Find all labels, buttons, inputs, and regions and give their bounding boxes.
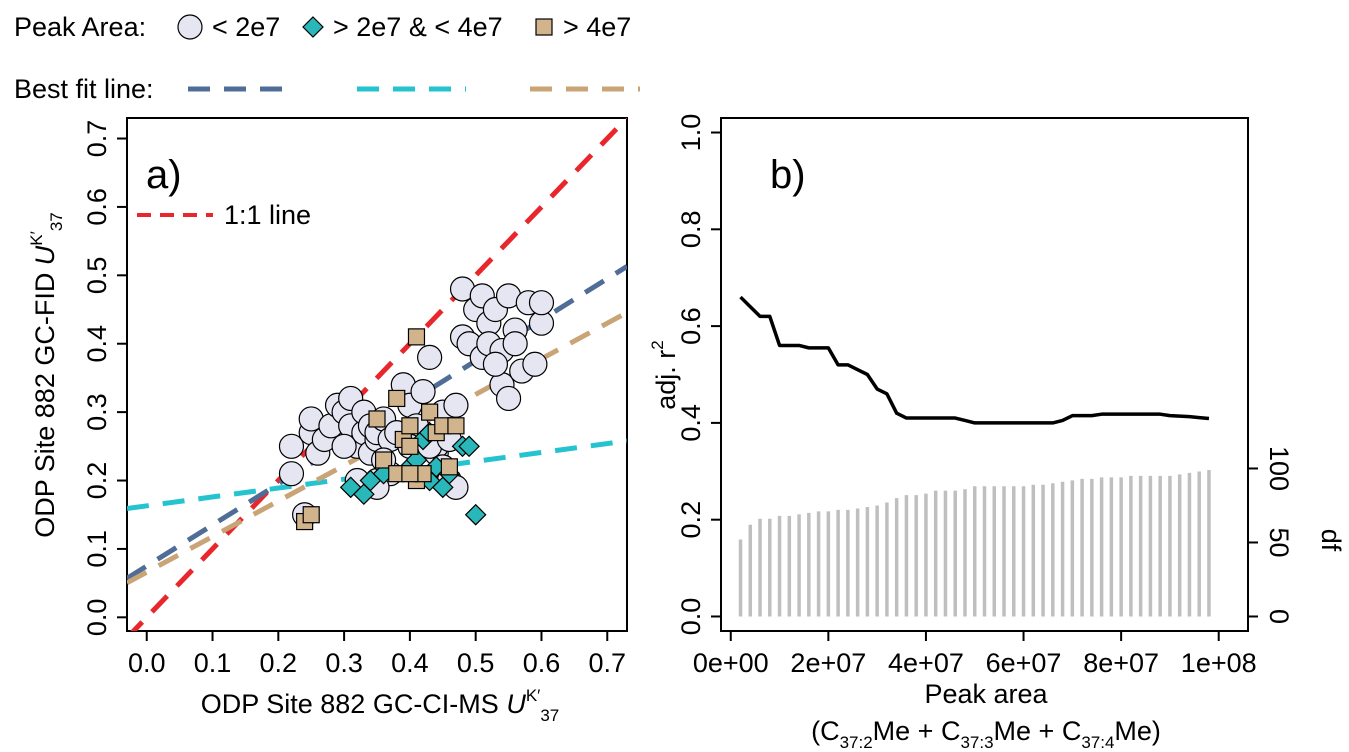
y-tick-label: 0.6	[82, 188, 112, 226]
y-tick-label: 0.4	[676, 404, 706, 442]
data-point-square	[368, 410, 386, 428]
y-tick-label: 0.0	[676, 598, 706, 636]
data-point-circle	[522, 351, 548, 377]
right-y-tick-label: 100	[1264, 446, 1294, 491]
data-point-circle	[331, 433, 357, 459]
data-point-circle	[410, 379, 436, 405]
data-point-square	[440, 458, 458, 476]
data-point-circle	[278, 461, 305, 487]
adj-r2-line	[739, 295, 1210, 425]
y-tick-label: 0.2	[676, 501, 706, 539]
data-point-circle	[528, 290, 555, 316]
y-tick-label: 0.7	[82, 120, 112, 158]
legend-marker-circle	[177, 14, 203, 40]
reference-line-legend-label: 1:1 line	[224, 200, 311, 230]
data-point-diamond	[464, 503, 487, 526]
data-point-square	[421, 403, 439, 421]
y-tick-label: 0.1	[82, 530, 112, 568]
x-tick-label: 0.1	[194, 648, 232, 678]
x-tick-label: 6e+07	[986, 648, 1062, 678]
right-y-tick-label: 50	[1264, 527, 1294, 557]
x-tick-label: 0.0	[128, 648, 166, 678]
panel-b-x-axis-label: Peak area	[924, 679, 1048, 709]
x-tick-label: 0.7	[588, 648, 626, 678]
data-point-square	[388, 389, 406, 408]
data-point-circle	[495, 385, 522, 412]
panel-a-x-axis-label: ODP Site 882 GC-CI-MS UK′37	[201, 686, 560, 725]
data-point-circle	[278, 433, 305, 459]
panel-b-right-axis-label: df	[1316, 529, 1346, 552]
legend: Peak Area: < 2e7 > 2e7 & < 4e7 > 4e7 Best fi…	[14, 12, 640, 104]
data-point-square	[407, 328, 426, 346]
x-tick-label: 2e+07	[790, 648, 866, 678]
data-point-square	[374, 451, 393, 469]
x-tick-label: 0e+00	[693, 648, 769, 678]
y-tick-label: 0.0	[82, 599, 112, 637]
panel-b-line: 0e+00 2e+07 4e+07 6e+07 8e+07 1e+08 0.0 0.2 0.4 0…	[648, 114, 1346, 752]
data-point-square	[447, 417, 465, 435]
panel-a-scatter: 0.0 0.1 0.2 0.3 0.4 0.5 0.6 0.7 0.0 0.1 0.2 0.3 0.4 0…	[27, 117, 628, 725]
y-tick-label: 0.2	[82, 462, 112, 500]
data-point-square	[401, 465, 419, 483]
right-y-tick-label: 0	[1264, 609, 1294, 624]
legend-item-label: < 2e7	[212, 12, 280, 42]
data-point-square	[401, 417, 419, 435]
x-tick-label: 0.2	[260, 648, 298, 678]
data-point-circle	[482, 351, 509, 377]
x-tick-label: 8e+07	[1083, 648, 1159, 678]
panel-a-frame	[126, 117, 628, 632]
one-to-one-line	[130, 118, 627, 631]
y-tick-label: 0.3	[82, 393, 112, 431]
legend-item-label: > 4e7	[563, 12, 631, 42]
y-tick-label: 0.8	[676, 211, 706, 249]
data-point-circle	[443, 392, 469, 418]
x-tick-label: 0.6	[523, 648, 561, 678]
y-tick-label: 0.6	[676, 307, 706, 345]
legend-item-label: > 2e7 & < 4e7	[333, 12, 503, 42]
panel-b-y-axis-label: adj. r2	[648, 340, 681, 410]
data-point-circle	[417, 344, 443, 370]
data-point-diamond	[458, 435, 480, 458]
data-point-square	[302, 506, 320, 524]
x-tick-label: 0.4	[391, 648, 429, 678]
y-tick-label: 0.5	[82, 257, 112, 295]
x-tick-label: 0.3	[325, 648, 363, 678]
x-tick-label: 0.5	[457, 648, 495, 678]
legend-marker-square	[535, 18, 553, 36]
panel-a-label: a)	[146, 153, 182, 197]
data-point-circle	[502, 331, 528, 357]
panel-b-x-axis-label-formula: (C37:2Me + C37:3Me + C37:4Me)	[811, 716, 1161, 752]
x-tick-label: 4e+07	[888, 648, 964, 678]
legend-best-fit-title: Best fit line:	[14, 74, 154, 104]
y-tick-label: 1.0	[676, 114, 706, 152]
y-tick-label: 0.4	[82, 325, 112, 363]
panel-b-frame	[720, 117, 1249, 632]
x-tick-label: 1e+08	[1181, 648, 1257, 678]
data-point-square	[401, 437, 419, 455]
legend-peak-area-title: Peak Area:	[14, 12, 146, 42]
panel-a-y-axis-label: ODP Site 882 GC-FID UK′37	[27, 212, 66, 538]
panel-b-label: b)	[770, 153, 806, 197]
legend-marker-diamond	[302, 16, 324, 38]
